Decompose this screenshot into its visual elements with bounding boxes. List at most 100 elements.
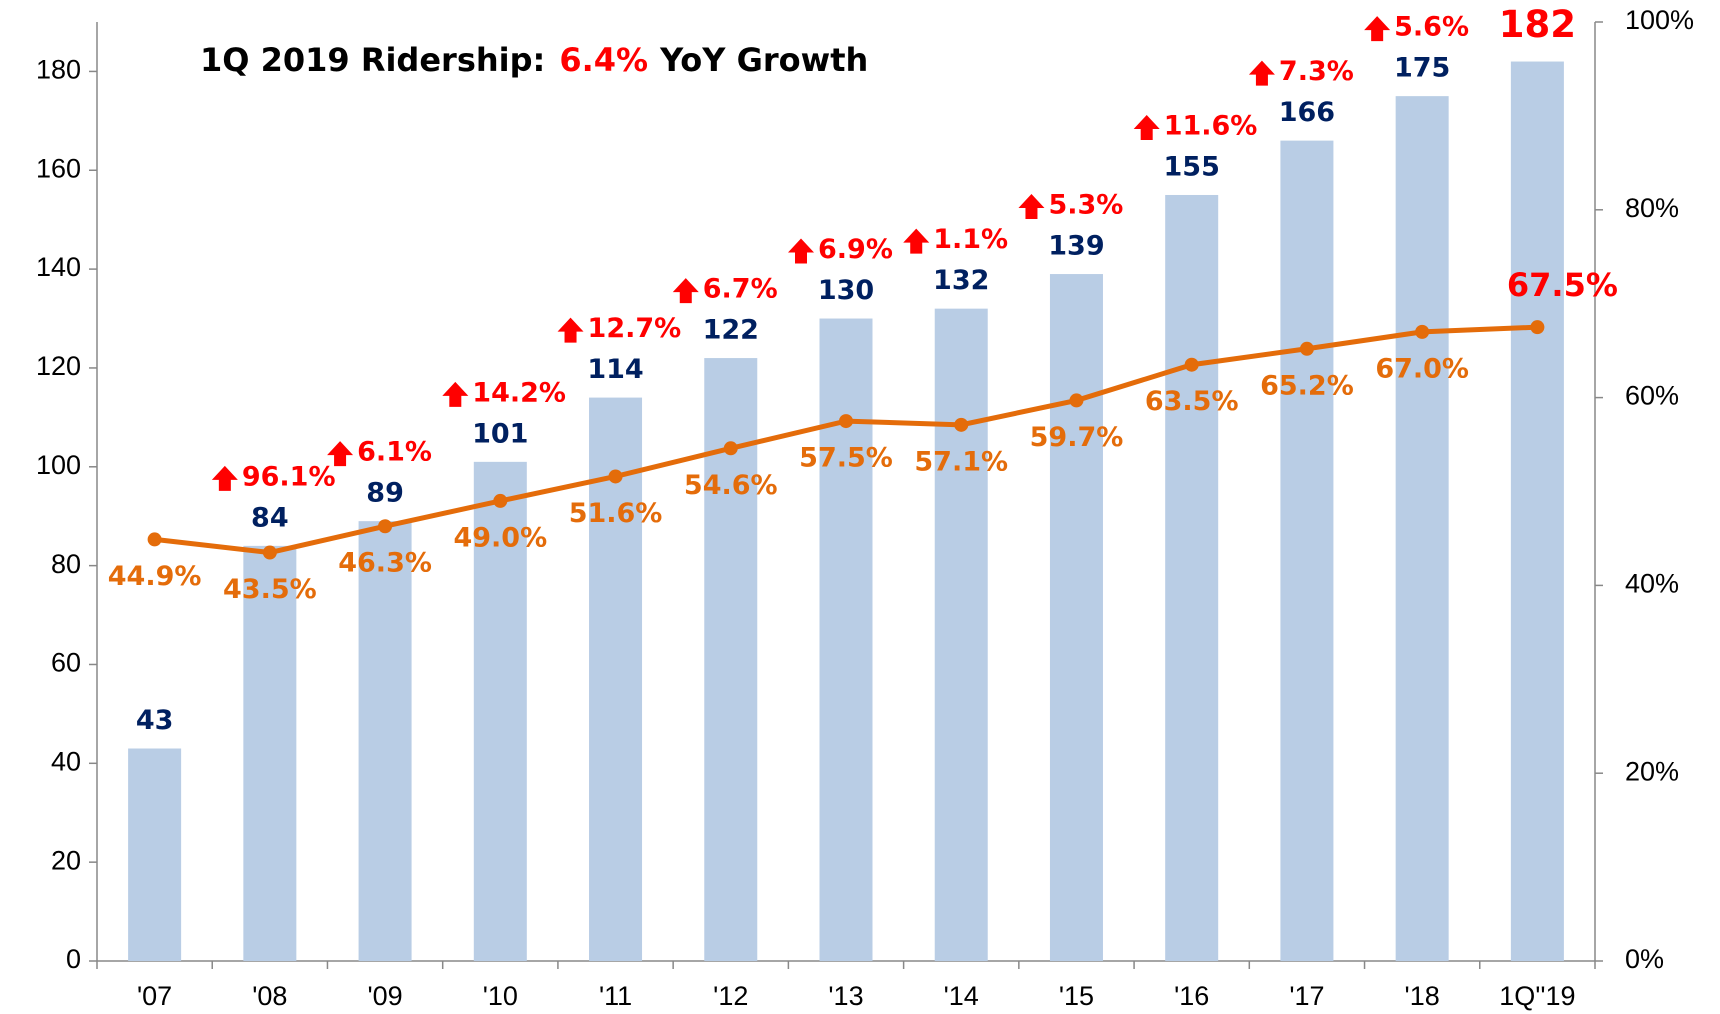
bar-label: 84 (251, 502, 289, 533)
line-point (608, 469, 623, 484)
growth-label: 5.6% (1394, 12, 1469, 43)
y-tick-label: 0 (66, 944, 81, 974)
y2-tick-label: 100% (1625, 5, 1694, 35)
bar (704, 358, 758, 961)
growth-arrow (1364, 16, 1391, 42)
bar (473, 461, 527, 961)
growth-arrow (788, 238, 814, 264)
growth-label: 11.6% (1164, 110, 1258, 141)
y-tick-label: 60 (51, 648, 81, 678)
bar-label: 166 (1279, 97, 1335, 128)
title-text: 1Q 2019 Ridership: (200, 41, 545, 79)
bar-label: 89 (366, 478, 404, 509)
y2-tick-label: 20% (1625, 756, 1679, 786)
bar-label: 175 (1394, 53, 1450, 84)
growth-label: 6.9% (818, 234, 893, 265)
line-point (262, 545, 277, 560)
bar (934, 308, 988, 962)
line-point (839, 414, 853, 429)
y-tick-label: 120 (36, 351, 81, 381)
growth-label: 96.1% (242, 461, 336, 492)
line-point (723, 441, 738, 456)
y-tick-label: 180 (36, 55, 81, 85)
line-label: 63.5% (1145, 386, 1239, 417)
bar (358, 521, 412, 961)
growth-label: 6.7% (703, 274, 778, 305)
bar (243, 545, 297, 961)
y-tick-label: 40 (51, 746, 81, 776)
growth-arrow (442, 381, 469, 407)
bar-label: 182 (1499, 3, 1576, 46)
bar-label: 139 (1048, 231, 1104, 262)
bar (128, 748, 182, 961)
bar-label: 130 (818, 275, 874, 306)
line-label: 54.6% (684, 470, 778, 501)
line-point (1415, 324, 1430, 339)
y2-tick-label: 0% (1625, 944, 1664, 974)
growth-arrow (211, 465, 238, 491)
growth-label: 14.2% (472, 377, 566, 408)
line-label: 67.5% (1507, 266, 1618, 304)
line-label: 46.3% (338, 548, 432, 579)
x-tick-label: '07 (137, 981, 172, 1011)
x-tick-label: '09 (367, 981, 402, 1011)
bar-label: 101 (472, 418, 528, 449)
line-label: 57.1% (914, 446, 1008, 477)
line-point (954, 417, 969, 432)
x-tick-label: '08 (252, 981, 287, 1011)
bar-label: 122 (703, 315, 759, 346)
x-tick-label: '12 (713, 981, 748, 1011)
bar-label: 114 (587, 354, 643, 385)
y2-tick-label: 60% (1625, 381, 1679, 411)
y2-tick-label: 80% (1625, 193, 1679, 223)
growth-label: 1.1% (933, 224, 1008, 255)
growth-arrow (1248, 60, 1275, 86)
line-label: 65.2% (1260, 370, 1354, 401)
y-tick-label: 100 (36, 450, 81, 480)
x-tick-label: '17 (1289, 981, 1324, 1011)
line-label: 49.0% (453, 522, 547, 553)
title-suffix: YoY Growth (659, 41, 868, 79)
line-label: 67.0% (1375, 353, 1469, 384)
x-tick-label: '10 (483, 981, 518, 1011)
title-highlight: 6.4% (559, 41, 648, 79)
bar-label: 132 (933, 265, 989, 296)
growth-label: 5.3% (1048, 190, 1123, 221)
y-tick-label: 140 (36, 252, 81, 282)
line-point (493, 493, 508, 508)
growth-arrow (557, 317, 584, 343)
bar (589, 397, 643, 962)
bar (1165, 194, 1219, 961)
growth-arrow (1018, 194, 1045, 220)
line-point (1069, 393, 1084, 408)
x-tick-label: '16 (1174, 981, 1209, 1011)
y-tick-label: 160 (36, 153, 81, 183)
x-tick-label: '15 (1059, 981, 1094, 1011)
growth-arrow (903, 228, 930, 254)
line-point (1299, 341, 1314, 356)
growth-arrow (327, 441, 354, 467)
bar (1395, 96, 1449, 961)
line-label: 43.5% (223, 574, 317, 605)
bar-label: 155 (1164, 151, 1220, 182)
bar (1280, 140, 1334, 961)
bar (1510, 61, 1564, 961)
growth-arrow (1133, 114, 1160, 140)
x-tick-label: '14 (944, 981, 979, 1011)
line-label: 59.7% (1030, 422, 1124, 453)
growth-label: 12.7% (588, 313, 682, 344)
x-tick-label: '13 (828, 981, 863, 1011)
x-tick-label: '18 (1405, 981, 1440, 1011)
line-label: 57.5% (799, 443, 893, 474)
line-point (378, 519, 393, 534)
y2-tick-label: 40% (1625, 569, 1679, 599)
line-label: 44.9% (108, 561, 202, 592)
bar (1049, 274, 1103, 961)
line-point (1184, 357, 1199, 372)
line-label: 51.6% (569, 498, 663, 529)
x-tick-label: 1Q''19 (1499, 981, 1575, 1011)
y-tick-label: 80 (51, 549, 81, 579)
growth-label: 6.1% (357, 437, 432, 468)
line-point (147, 532, 162, 547)
